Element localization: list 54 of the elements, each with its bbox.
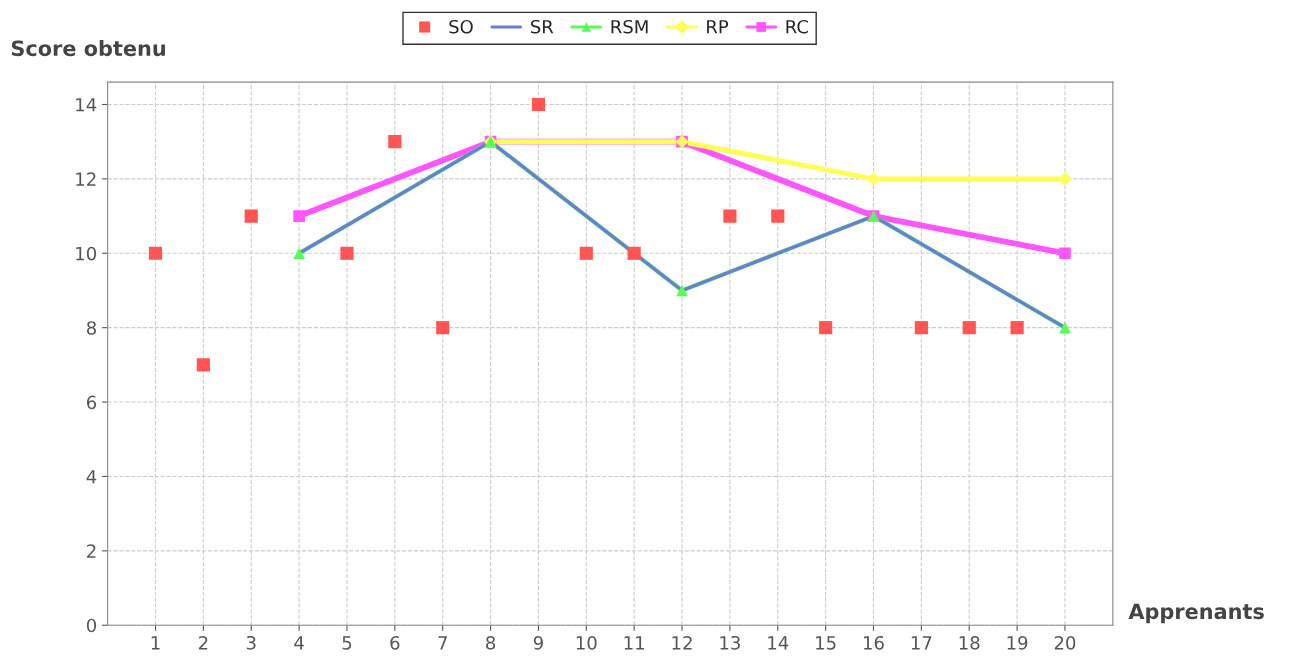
y-tick-label: 12 bbox=[76, 172, 96, 186]
x-tick-label: 13 bbox=[720, 635, 740, 650]
x-tick-label: 19 bbox=[1007, 635, 1028, 650]
y-tick-label: 6 bbox=[87, 395, 97, 410]
y-tick-label: 8 bbox=[86, 321, 96, 335]
point bbox=[436, 321, 450, 335]
point bbox=[196, 358, 210, 372]
legend-label: RP bbox=[707, 20, 729, 34]
y-tick-label: 0 bbox=[86, 618, 97, 633]
x-tick-label: 10 bbox=[576, 635, 597, 650]
point bbox=[914, 321, 928, 335]
x-tick-label: 3 bbox=[246, 635, 256, 650]
x-tick-label: 9 bbox=[533, 635, 543, 650]
point bbox=[579, 246, 593, 260]
point bbox=[771, 209, 785, 223]
legend-label: SR bbox=[530, 19, 554, 34]
x-tick-label: 8 bbox=[486, 635, 496, 650]
point bbox=[388, 135, 402, 149]
x-tick-label: 7 bbox=[438, 636, 447, 650]
point bbox=[627, 246, 641, 260]
x-tick-label: 12 bbox=[672, 635, 692, 650]
x-tick-label: 14 bbox=[768, 636, 789, 650]
point bbox=[819, 321, 833, 335]
y-tick-label: 2 bbox=[87, 544, 96, 558]
x-tick-label: 2 bbox=[198, 635, 208, 650]
point bbox=[962, 321, 976, 335]
legend-label: RSM bbox=[611, 19, 648, 34]
y-axis-title: Score obtenu bbox=[11, 40, 165, 57]
x-tick-label: 4 bbox=[294, 636, 304, 650]
y-tick-label: 4 bbox=[86, 470, 97, 484]
x-tick-label: 18 bbox=[959, 635, 980, 650]
x-tick-label: 6 bbox=[390, 635, 400, 650]
point bbox=[531, 97, 546, 112]
point bbox=[1058, 172, 1072, 186]
x-tick-label: 20 bbox=[1054, 635, 1076, 650]
x-tick-label: 1 bbox=[151, 636, 160, 650]
point bbox=[293, 247, 305, 260]
y-tick-label: 14 bbox=[76, 98, 97, 112]
x-axis-title: Apprenants bbox=[1128, 603, 1264, 624]
point bbox=[340, 246, 354, 260]
x-tick-label: 16 bbox=[863, 635, 884, 650]
point bbox=[723, 209, 737, 223]
legend-label: RC bbox=[786, 19, 808, 34]
x-tick-label: 11 bbox=[624, 636, 644, 650]
point bbox=[293, 210, 305, 222]
x-tick-label: 15 bbox=[816, 636, 836, 650]
y-tick-label: 10 bbox=[76, 246, 97, 261]
x-tick-label: 17 bbox=[911, 636, 932, 650]
point bbox=[1059, 247, 1071, 260]
legend-label: SO bbox=[449, 19, 473, 34]
point bbox=[1010, 321, 1024, 335]
point bbox=[148, 246, 163, 260]
point bbox=[244, 209, 258, 223]
x-tick-label: 5 bbox=[342, 636, 352, 650]
